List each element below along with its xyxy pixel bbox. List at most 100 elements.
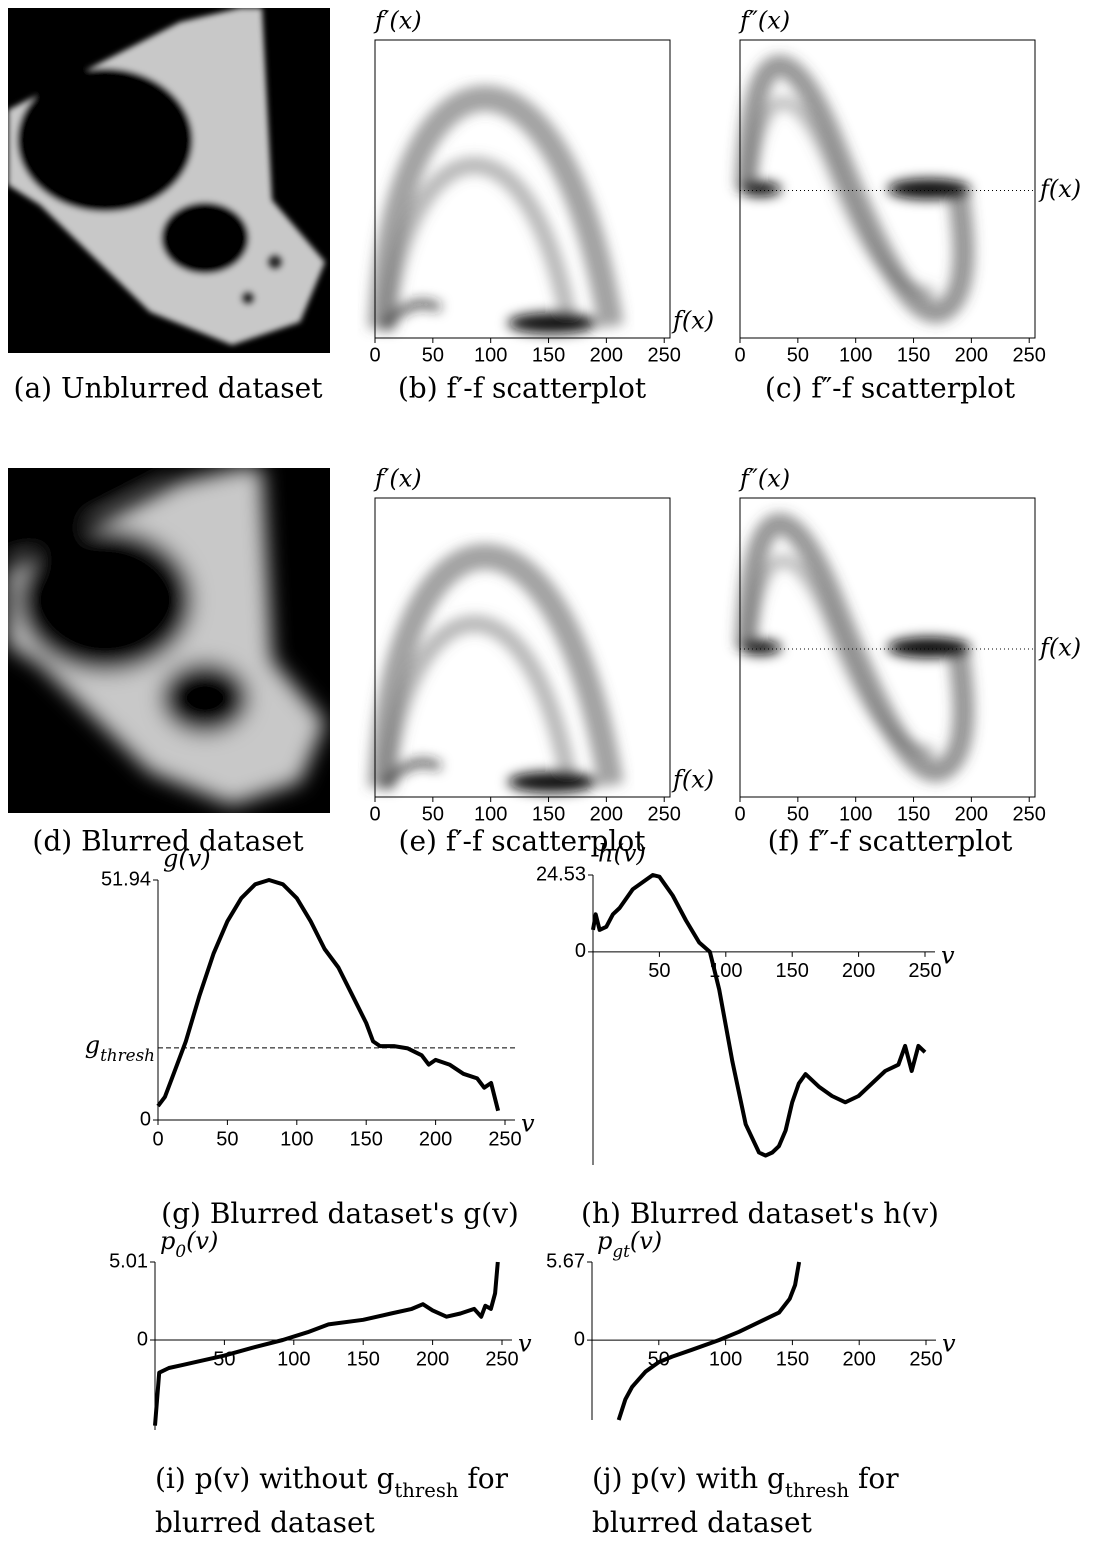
threshold-label-part: thresh [100, 1044, 155, 1064]
y-axis-label-part: 0 [175, 1241, 186, 1261]
x-tick-label: 50 [787, 344, 809, 366]
x-tick-label: 50 [216, 1128, 238, 1150]
caption: (a) Unblurred dataset [14, 372, 324, 405]
density-band [741, 553, 936, 760]
line [616, 1261, 802, 1421]
density-cloud [367, 543, 624, 793]
caption-part: (g) Blurred dataset's g(v) [161, 1197, 519, 1230]
density-blob [740, 640, 782, 655]
y-axis-label: f″(x) [738, 465, 790, 493]
plot-frame [374, 497, 671, 798]
x-tick-label: 200 [955, 344, 988, 366]
x-tick-label: 50 [648, 960, 670, 982]
y-tick-label: 0 [574, 1328, 585, 1350]
y-axis-label: p0(v) [160, 1227, 218, 1261]
threshold-label: gthresh [85, 1030, 155, 1064]
x-axis-label: v [942, 1330, 956, 1358]
caption: blurred dataset [592, 1506, 813, 1539]
x-tick-label: 0 [369, 803, 380, 825]
y-axis-label: f′(x) [373, 7, 422, 35]
density-band [734, 513, 975, 783]
x-tick-label: 250 [488, 1128, 521, 1150]
x-axis-label: f(x) [1038, 633, 1081, 661]
x-tick-label: 150 [347, 1348, 380, 1370]
x-tick-label: 150 [897, 803, 930, 825]
caption-part: blurred dataset [592, 1506, 813, 1539]
x-tick-label: 0 [734, 803, 745, 825]
x-tick-label: 150 [532, 344, 565, 366]
density-band [377, 156, 579, 330]
caption: (j) p(v) with gthresh for [592, 1462, 899, 1503]
density-band [380, 299, 442, 332]
x-tick-label: 0 [152, 1128, 163, 1150]
x-axis-label: v [521, 1110, 535, 1138]
x-tick-label: 50 [422, 344, 444, 366]
x-tick-label: 100 [474, 803, 507, 825]
density-blob [507, 312, 597, 334]
caption-part: thresh [394, 1479, 459, 1502]
caption-part: for [459, 1462, 509, 1495]
x-tick-label: 200 [419, 1128, 452, 1150]
y-tick-label: 0 [137, 1328, 148, 1350]
density-blob [507, 771, 597, 793]
caption-part: (i) p(v) without g [155, 1462, 394, 1495]
y-axis-label: g(v) [163, 845, 211, 873]
caption-part: (j) p(v) with g [592, 1462, 785, 1495]
threshold-label-part: g [85, 1030, 100, 1058]
density-band [734, 55, 975, 324]
x-tick-label: 100 [839, 344, 872, 366]
x-tick-label: 250 [485, 1348, 518, 1370]
y-axis-label-part: p [160, 1227, 175, 1255]
y-tick-label: 0 [140, 1108, 151, 1130]
image-unblurred [8, 8, 330, 353]
y-tick-label: 5.67 [546, 1250, 585, 1272]
y-tick-label: 0 [575, 940, 586, 962]
y-axis-label: h(v) [598, 840, 646, 868]
x-axis-label: f(x) [671, 766, 714, 794]
density-blob [887, 178, 971, 200]
caption: (d) Blurred dataset [32, 825, 304, 858]
x-tick-label: 250 [648, 344, 681, 366]
y-axis-label-part: (v) [186, 1227, 218, 1255]
x-tick-label: 250 [908, 960, 941, 982]
line [591, 873, 927, 1158]
x-tick-label: 250 [1013, 344, 1046, 366]
y-axis-label: f″(x) [738, 7, 790, 35]
x-tick-label: 50 [787, 803, 809, 825]
x-tick-label: 200 [416, 1348, 449, 1370]
x-tick-label: 150 [350, 1128, 383, 1150]
x-tick-label: 100 [280, 1128, 313, 1150]
y-axis-label-part: (v) [630, 1227, 662, 1255]
caption-part: thresh [785, 1479, 850, 1502]
x-tick-label: 100 [839, 803, 872, 825]
x-tick-label: 200 [590, 344, 623, 366]
x-axis-label: v [941, 941, 955, 969]
y-axis-label-part: gt [612, 1241, 630, 1261]
x-tick-label: 150 [776, 960, 809, 982]
x-tick-label: 200 [955, 803, 988, 825]
caption: (b) f′-f scatterplot [398, 372, 647, 405]
density-blob [887, 637, 971, 658]
x-axis-label: f(x) [671, 307, 714, 335]
line [153, 1261, 500, 1426]
x-tick-label: 250 [1013, 803, 1046, 825]
x-tick-label: 100 [709, 1348, 742, 1370]
plot-frame [739, 39, 1036, 339]
x-tick-label: 150 [776, 1348, 809, 1370]
density-cloud [367, 85, 624, 334]
x-tick-label: 50 [422, 803, 444, 825]
caption: (e) f′-f scatterplot [399, 825, 647, 858]
density-band [380, 758, 442, 791]
density-blob [740, 181, 782, 197]
x-tick-label: 150 [897, 344, 930, 366]
x-tick-label: 250 [909, 1348, 942, 1370]
caption: blurred dataset [155, 1506, 376, 1539]
x-axis-label: f(x) [1038, 175, 1081, 203]
x-tick-label: 100 [277, 1348, 310, 1370]
density-band [377, 614, 579, 789]
x-tick-label: 100 [474, 344, 507, 366]
caption: (h) Blurred dataset's h(v) [581, 1197, 939, 1230]
y-tick-label: 24.53 [536, 863, 586, 885]
x-tick-label: 150 [532, 803, 565, 825]
line [156, 878, 501, 1112]
